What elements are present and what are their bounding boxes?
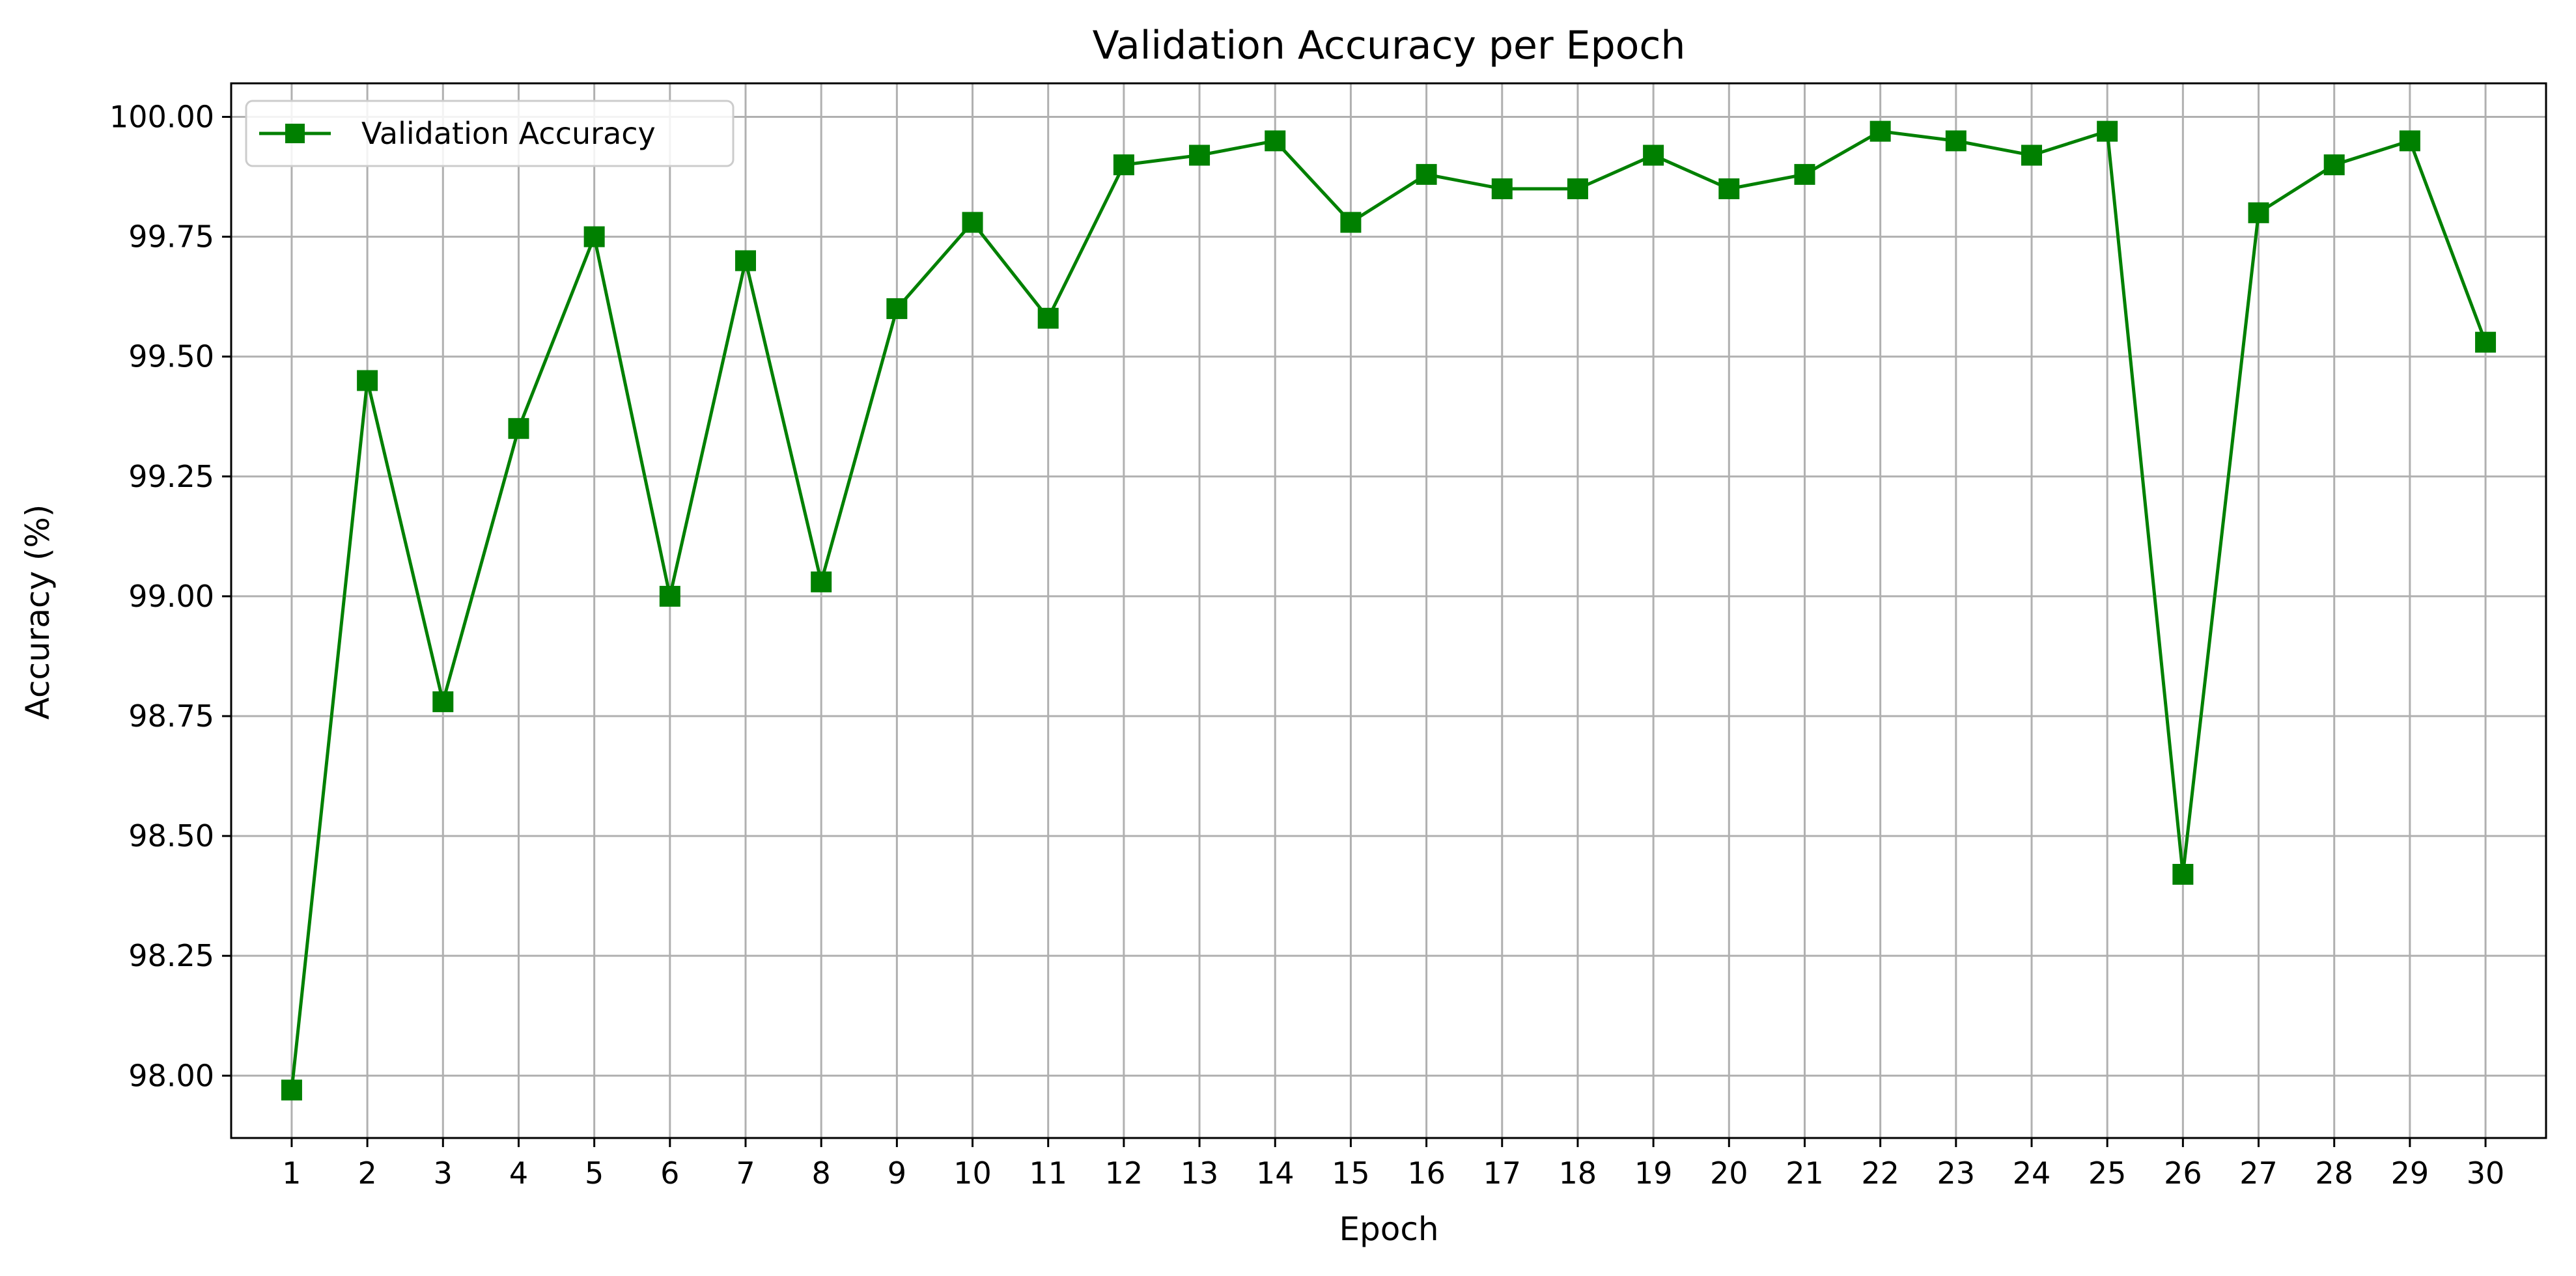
data-point <box>886 298 908 320</box>
x-tick-label: 22 <box>1861 1156 1899 1191</box>
x-tick-label: 9 <box>888 1156 906 1191</box>
x-tick-label: 12 <box>1105 1156 1143 1191</box>
x-tick-label: 18 <box>1559 1156 1597 1191</box>
x-tick-label: 11 <box>1029 1156 1067 1191</box>
y-tick-label: 98.50 <box>128 818 214 853</box>
data-point <box>1340 212 1362 233</box>
y-axis-ticks: 98.00 98.25 98.50 98.75 99.00 99.25 99.50 99.75… <box>109 100 231 1093</box>
grid <box>231 83 2546 1138</box>
y-tick-label: 99.00 <box>128 579 214 614</box>
data-point <box>1416 163 1437 185</box>
data-point <box>1113 154 1134 176</box>
x-tick-label: 15 <box>1332 1156 1370 1191</box>
x-tick-label: 5 <box>585 1156 604 1191</box>
data-point <box>1869 120 1891 142</box>
y-tick-label: 99.75 <box>128 219 214 255</box>
data-point <box>1567 178 1588 199</box>
x-tick-label: 21 <box>1785 1156 1824 1191</box>
data-point <box>281 1079 302 1101</box>
y-tick-label: 99.50 <box>128 339 214 374</box>
data-point <box>1189 145 1211 166</box>
x-tick-label: 28 <box>2315 1156 2353 1191</box>
x-tick-label: 1 <box>282 1156 301 1191</box>
x-tick-label: 2 <box>357 1156 376 1191</box>
data-point <box>2248 202 2269 223</box>
y-axis-label: Accuracy (%) <box>19 505 57 720</box>
x-tick-label: 27 <box>2239 1156 2278 1191</box>
data-point <box>357 370 378 391</box>
data-point <box>1265 130 1286 152</box>
x-tick-label: 10 <box>953 1156 992 1191</box>
x-tick-label: 7 <box>736 1156 755 1191</box>
x-tick-label: 8 <box>812 1156 831 1191</box>
x-tick-label: 3 <box>434 1156 453 1191</box>
x-tick-label: 30 <box>2467 1156 2505 1191</box>
series-line-0 <box>290 130 2487 1090</box>
x-tick-label: 17 <box>1483 1156 1521 1191</box>
y-tick-label: 99.25 <box>128 459 214 494</box>
data-point <box>1945 130 1967 152</box>
plot-frame <box>230 82 2547 1139</box>
x-tick-label: 29 <box>2391 1156 2429 1191</box>
x-tick-label: 25 <box>2088 1156 2127 1191</box>
x-tick-label: 24 <box>2013 1156 2051 1191</box>
data-point <box>508 418 529 439</box>
data-point <box>583 226 605 247</box>
x-axis-label: Epoch <box>1339 1210 1438 1248</box>
x-axis-ticks: 1 2 3 4 5 6 7 8 9 10 11 12 13 14 15 16 17 18 19 20 21 22 23 24 2… <box>282 1138 2504 1191</box>
y-tick-label: 100.00 <box>109 100 214 135</box>
data-point <box>2172 864 2194 885</box>
x-tick-label: 26 <box>2164 1156 2202 1191</box>
data-point <box>2021 145 2042 166</box>
x-tick-label: 14 <box>1256 1156 1295 1191</box>
data-point <box>2323 154 2345 176</box>
data-point <box>1643 145 1664 166</box>
chart-title: Validation Accuracy per Epoch <box>1093 23 1686 68</box>
x-tick-label: 20 <box>1710 1156 1748 1191</box>
x-tick-label: 6 <box>660 1156 679 1191</box>
data-point <box>2475 331 2497 353</box>
data-point <box>1794 163 1815 185</box>
legend-marker-sample <box>285 124 305 143</box>
legend-box <box>245 100 735 167</box>
data-point <box>811 571 832 592</box>
x-tick-label: 4 <box>509 1156 528 1191</box>
data-point <box>1037 307 1059 329</box>
data-point <box>2399 130 2420 152</box>
y-tick-label: 98.25 <box>128 938 214 973</box>
data-point <box>1718 178 1740 199</box>
legend-label: Validation Accuracy <box>361 116 656 151</box>
data-point <box>2097 120 2118 142</box>
data-point <box>962 212 983 233</box>
x-tick-label: 19 <box>1634 1156 1673 1191</box>
data-point <box>735 250 756 271</box>
x-tick-label: 13 <box>1181 1156 1219 1191</box>
data-point <box>1491 178 1513 199</box>
y-tick-label: 98.75 <box>128 699 214 734</box>
legend: Validation Accuracy <box>245 100 735 167</box>
data-point <box>659 585 680 607</box>
y-tick-label: 98.00 <box>128 1058 214 1093</box>
x-tick-label: 23 <box>1937 1156 1976 1191</box>
data-point <box>432 691 454 712</box>
series-layer <box>281 120 2497 1101</box>
x-tick-label: 16 <box>1407 1156 1446 1191</box>
